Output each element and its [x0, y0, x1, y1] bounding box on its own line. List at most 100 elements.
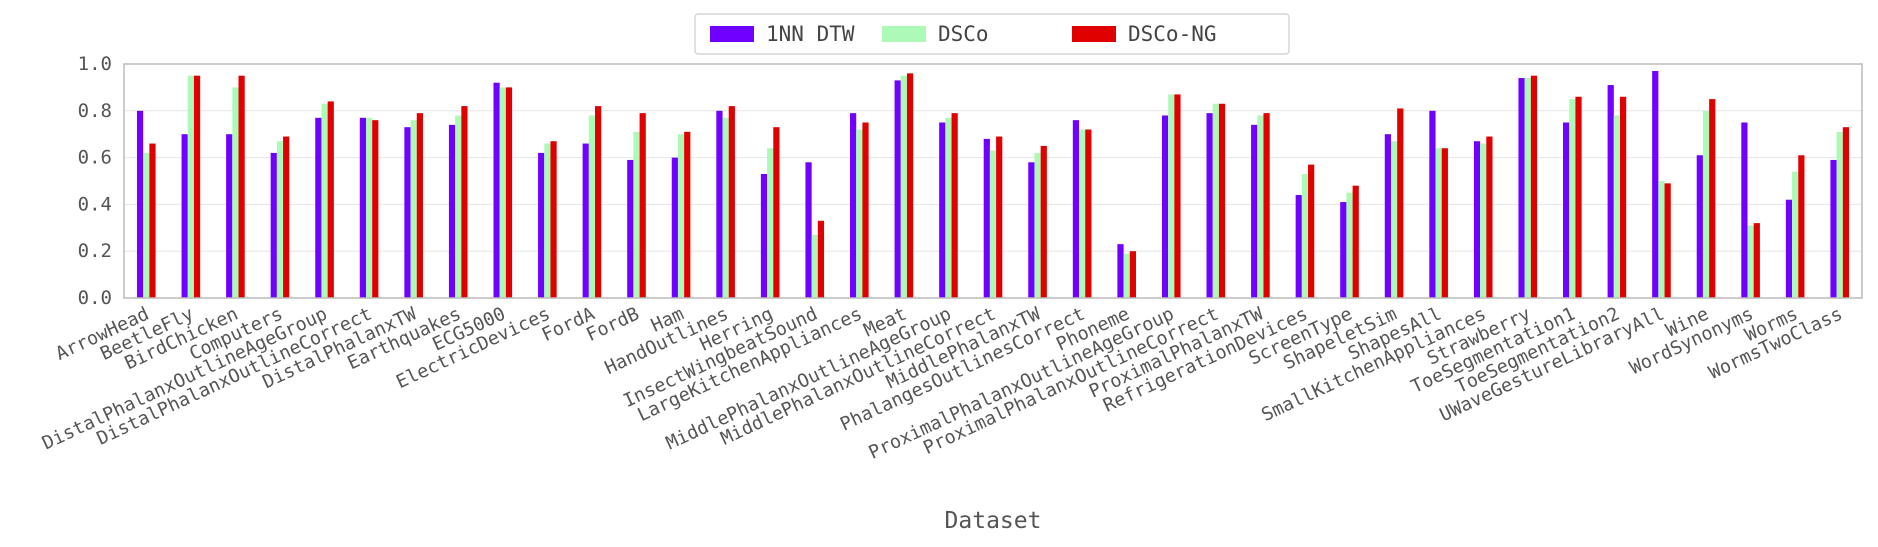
bar-dsco-ng-beetlefly — [193, 75, 201, 298]
bar-dsco-ng-uwavegesturelibraryall — [1664, 183, 1671, 298]
bar-dsco-ng-phoneme — [1129, 251, 1136, 298]
bar-dsco-middlephalanxtw — [1034, 152, 1041, 298]
bar-dsco-ng-birdchicken — [238, 75, 245, 298]
bar-1nn-dtw-middlephalanxtw — [1028, 162, 1035, 298]
bar-dsco-birdchicken — [232, 87, 239, 299]
legend-label: DSCo — [938, 22, 989, 46]
legend-label: DSCo-NG — [1128, 22, 1217, 46]
bar-dsco-electricdevices — [544, 143, 551, 298]
bar-dsco-ng-phalangesoutlinescorrect — [1085, 129, 1092, 298]
legend-swatch — [882, 26, 926, 42]
bar-dsco-ng-wordsynonyms — [1753, 223, 1760, 298]
bar-dsco-strawberry — [1524, 78, 1531, 298]
bar-1nn-dtw-middlephalanxoutlinecorrect — [983, 138, 990, 298]
bar-1nn-dtw-distalphalanxtw — [404, 127, 411, 299]
bar-dsco-refrigerationdevices — [1301, 173, 1309, 298]
bar-dsco-ng-insectwingbeatsound — [817, 220, 825, 298]
legend: 1NN DTW DSCo DSCo-NG — [694, 13, 1290, 55]
bar-dsco-ng-herring — [773, 127, 780, 299]
y-tick-label: 0.6 — [78, 147, 112, 169]
y-tick-label: 1.0 — [78, 53, 112, 75]
bar-dsco-ng-strawberry — [1530, 75, 1538, 298]
bar-dsco-ng-fordb — [639, 113, 646, 298]
bar-1nn-dtw-worms — [1785, 199, 1793, 298]
bar-dsco-ng-proximalphalanxoutlineagegroup — [1174, 94, 1181, 298]
bar-1nn-dtw-birdchicken — [226, 134, 233, 298]
bar-dsco-ng-shapeletsim — [1397, 108, 1404, 299]
bar-dsco-ng-wormstwoclass — [1842, 127, 1850, 299]
bar-dsco-wordsynonyms — [1747, 225, 1754, 298]
bar-1nn-dtw-proximalphalanxoutlineagegroup — [1161, 115, 1169, 298]
bar-1nn-dtw-proximalphalanxtw — [1251, 124, 1258, 298]
bar-dsco-ng-toesegmentation2 — [1620, 96, 1627, 298]
y-tick-label: 0.8 — [78, 100, 112, 122]
bar-1nn-dtw-shapeletsim — [1384, 134, 1391, 298]
bar-dsco-handoutlines — [722, 117, 729, 298]
bar-dsco-wine — [1702, 110, 1710, 298]
bar-dsco-ng-arrowhead — [149, 143, 156, 298]
bar-dsco-uwavegesturelibraryall — [1658, 181, 1665, 298]
bar-dsco-ng-largekitchenappliances — [862, 122, 869, 298]
bar-dsco-proximalphalanxtw — [1257, 115, 1264, 298]
bar-dsco-ng-proximalphalanxoutlinecorrect — [1218, 103, 1226, 298]
bar-1nn-dtw-wormstwoclass — [1830, 159, 1837, 298]
bar-dsco-smallkitchenappliances — [1480, 143, 1487, 298]
bar-1nn-dtw-middlephalanxoutlineagegroup — [939, 122, 946, 298]
bar-dsco-herring — [767, 148, 774, 298]
y-tick-label: 0.2 — [78, 240, 112, 262]
bar-dsco-toesegmentation1 — [1569, 99, 1576, 298]
bar-1nn-dtw-computers — [270, 152, 277, 298]
bar-dsco-proximalphalanxoutlineagegroup — [1168, 94, 1175, 298]
bar-dsco-ng-distalphalanxoutlinecorrect — [372, 120, 379, 298]
bar-1nn-dtw-forda — [582, 143, 589, 298]
bar-dsco-ng-screentype — [1352, 185, 1359, 298]
bar-1nn-dtw-wine — [1696, 155, 1703, 298]
bar-1nn-dtw-ham — [671, 157, 678, 298]
legend-label: 1NN DTW — [766, 22, 855, 46]
bar-dsco-meat — [900, 75, 907, 298]
legend-box — [694, 13, 1290, 55]
bar-dsco-computers — [276, 141, 284, 298]
bar-dsco-ng-smallkitchenappliances — [1486, 136, 1493, 298]
bar-dsco-ham — [677, 134, 685, 298]
bar-1nn-dtw-earthquakes — [448, 124, 456, 298]
bar-dsco-phalangesoutlinescorrect — [1079, 129, 1086, 298]
bar-1nn-dtw-distalphalanxoutlineagegroup — [315, 117, 322, 298]
bar-1nn-dtw-insectwingbeatsound — [805, 162, 812, 298]
bar-dsco-shapesall — [1435, 148, 1442, 298]
bar-dsco-arrowhead — [143, 152, 150, 298]
bar-dsco-worms — [1792, 171, 1799, 298]
bar-1nn-dtw-strawberry — [1518, 78, 1525, 298]
bar-dsco-ng-forda — [595, 106, 602, 299]
bar-1nn-dtw-screentype — [1340, 202, 1347, 298]
bar-1nn-dtw-distalphalanxoutlinecorrect — [359, 117, 366, 298]
bar-dsco-ng-middlephalanxoutlineagegroup — [951, 113, 958, 298]
bar-dsco-ng-ham — [684, 131, 691, 298]
bar-dsco-proximalphalanxoutlinecorrect — [1212, 103, 1219, 298]
bar-dsco-distalphalanxtw — [410, 120, 417, 298]
bar-1nn-dtw-refrigerationdevices — [1295, 195, 1302, 298]
bar-1nn-dtw-ecg5000 — [493, 82, 500, 298]
bar-dsco-ng-middlephalanxtw — [1040, 145, 1047, 298]
bar-dsco-distalphalanxoutlineagegroup — [321, 103, 328, 298]
x-axis-category-labels: ArrowHeadBeetleFlyBirdChickenComputersDi… — [39, 303, 1846, 464]
legend-swatch — [1072, 26, 1116, 42]
bar-dsco-ng-worms — [1798, 155, 1805, 298]
bar-1nn-dtw-shapesall — [1429, 110, 1436, 298]
bar-dsco-toesegmentation2 — [1613, 115, 1620, 298]
bar-dsco-ng-middlephalanxoutlinecorrect — [996, 136, 1003, 298]
bar-dsco-ng-ecg5000 — [505, 87, 513, 299]
bar-dsco-largekitchenappliances — [856, 129, 863, 298]
y-axis-ticks: 0.0 0.2 0.4 0.6 0.8 1.0 — [78, 53, 112, 309]
bar-1nn-dtw-beetlefly — [181, 134, 188, 298]
bar-dsco-ng-proximalphalanxtw — [1263, 113, 1270, 298]
bar-dsco-beetlefly — [187, 75, 194, 298]
bar-dsco-distalphalanxoutlinecorrect — [366, 117, 373, 298]
bar-1nn-dtw-electricdevices — [538, 152, 545, 298]
bar-1nn-dtw-phalangesoutlinescorrect — [1072, 120, 1080, 298]
bar-dsco-middlephalanxoutlineagegroup — [945, 117, 952, 298]
bar-dsco-middlephalanxoutlinecorrect — [989, 150, 997, 298]
bar-dsco-screentype — [1346, 192, 1353, 298]
bar-dsco-shapeletsim — [1390, 141, 1398, 298]
